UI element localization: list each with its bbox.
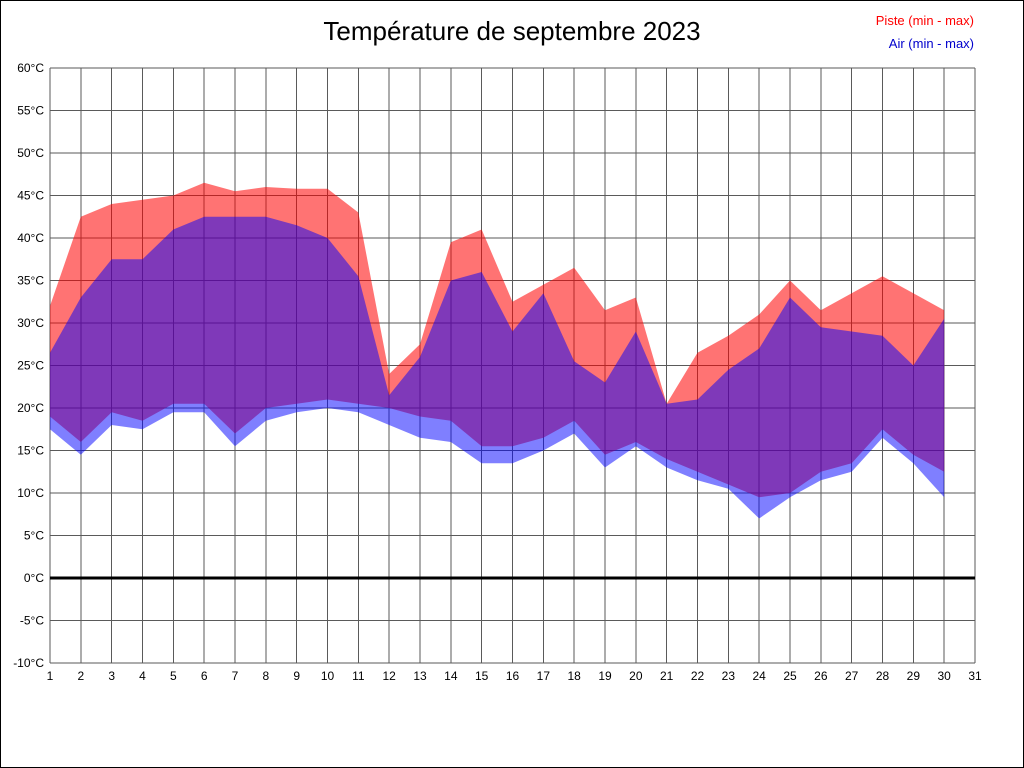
x-tick-label: 4 xyxy=(139,669,146,683)
x-tick-label: 11 xyxy=(352,669,365,683)
y-tick-label: -5°C xyxy=(20,614,44,628)
x-axis-tick-labels: 1 2 3 4 5 6 7 8 9 10 11 12 13 14 15 16 17 18 19 20 21 22 23 24 2… xyxy=(47,669,982,683)
x-tick-label: 28 xyxy=(876,669,890,683)
x-tick-label: 12 xyxy=(382,669,396,683)
x-tick-label: 26 xyxy=(814,669,828,683)
y-tick-label: -10°C xyxy=(13,656,44,670)
x-tick-label: 17 xyxy=(537,669,551,683)
y-tick-label: 25°C xyxy=(17,359,44,373)
x-tick-label: 31 xyxy=(968,669,982,683)
y-tick-label: 30°C xyxy=(17,316,44,330)
x-tick-label: 10 xyxy=(321,669,335,683)
y-tick-label: 50°C xyxy=(17,146,44,160)
x-tick-label: 14 xyxy=(444,669,458,683)
x-tick-label: 21 xyxy=(660,669,674,683)
x-tick-label: 19 xyxy=(598,669,612,683)
x-tick-label: 22 xyxy=(691,669,705,683)
air-band xyxy=(50,216,945,519)
x-tick-label: 20 xyxy=(629,669,643,683)
x-tick-label: 2 xyxy=(77,669,84,683)
x-tick-label: 25 xyxy=(783,669,797,683)
x-tick-label: 5 xyxy=(170,669,177,683)
x-tick-label: 27 xyxy=(845,669,859,683)
y-tick-label: 20°C xyxy=(17,401,44,415)
x-tick-label: 3 xyxy=(108,669,115,683)
x-tick-label: 18 xyxy=(567,669,581,683)
x-tick-label: 13 xyxy=(413,669,427,683)
y-tick-label: 60°C xyxy=(17,61,44,75)
x-tick-label: 23 xyxy=(722,669,736,683)
x-tick-label: 15 xyxy=(475,669,489,683)
x-tick-label: 9 xyxy=(293,669,300,683)
x-tick-label: 29 xyxy=(907,669,921,683)
y-tick-label: 45°C xyxy=(17,189,44,203)
x-tick-label: 7 xyxy=(232,669,239,683)
legend-piste-label: Piste (min - max) xyxy=(875,13,974,28)
y-tick-label: 55°C xyxy=(17,104,44,118)
x-tick-label: 8 xyxy=(262,669,269,683)
y-tick-label: 0°C xyxy=(24,571,44,585)
y-tick-label: 15°C xyxy=(17,444,44,458)
y-tick-label: 10°C xyxy=(17,486,44,500)
y-tick-label: 40°C xyxy=(17,231,44,245)
x-tick-label: 24 xyxy=(752,669,766,683)
x-tick-label: 1 xyxy=(47,669,54,683)
x-tick-label: 16 xyxy=(506,669,520,683)
y-axis-tick-labels: 60°C 55°C 50°C 45°C 40°C 35°C 30°C 25°C 20°C 15°C… xyxy=(13,61,44,670)
y-tick-label: 35°C xyxy=(17,274,44,288)
legend-air-label: Air (min - max) xyxy=(888,35,974,51)
x-tick-label: 30 xyxy=(937,669,951,683)
y-tick-label: 5°C xyxy=(24,529,44,543)
chart-title: Température de septembre 2023 xyxy=(323,16,701,46)
chart-legend: Piste (min - max) Air (min - max) xyxy=(876,10,974,56)
x-tick-label: 6 xyxy=(201,669,208,683)
